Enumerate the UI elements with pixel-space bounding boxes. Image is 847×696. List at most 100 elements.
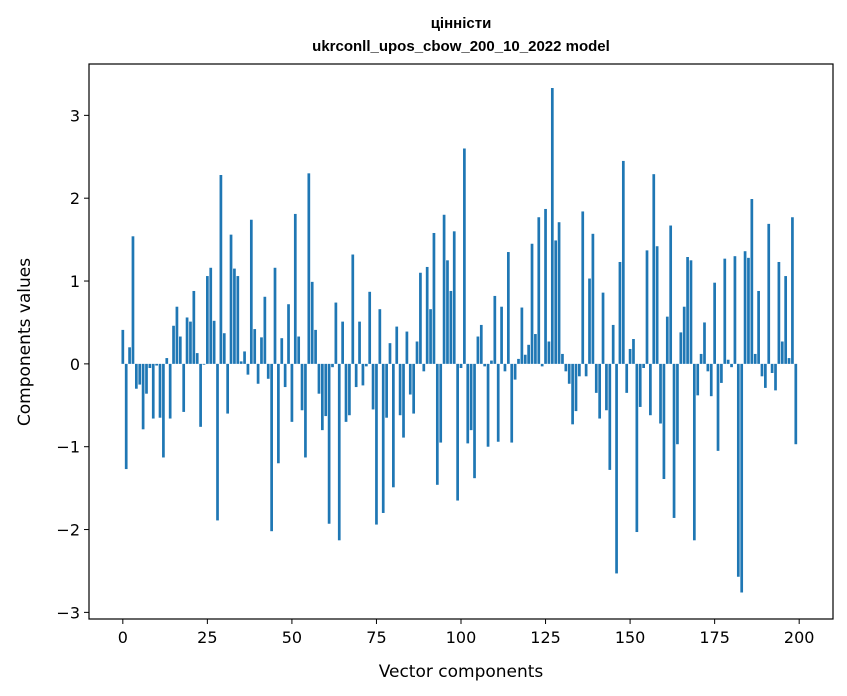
bar	[449, 290, 453, 364]
bar	[611, 324, 615, 364]
bar	[777, 261, 781, 364]
bar	[709, 363, 713, 397]
bar	[750, 199, 754, 364]
bar	[280, 338, 284, 364]
bar	[605, 363, 608, 411]
bar	[354, 363, 358, 388]
bar	[520, 307, 524, 364]
bar	[679, 332, 683, 364]
bar	[239, 361, 243, 364]
bar	[720, 363, 723, 383]
bar	[493, 295, 497, 364]
bar	[277, 363, 280, 464]
bar	[189, 321, 192, 364]
bar	[676, 363, 679, 445]
bar	[148, 363, 152, 369]
bar	[310, 281, 314, 364]
bar	[408, 363, 412, 395]
bar	[297, 336, 301, 364]
bar	[669, 225, 673, 364]
bar	[527, 344, 530, 364]
bar	[351, 254, 355, 364]
bar	[219, 175, 223, 364]
bar	[395, 326, 399, 364]
bar	[753, 353, 757, 364]
bar	[222, 333, 226, 364]
bar	[212, 320, 216, 364]
bar	[134, 363, 138, 389]
bar	[348, 363, 351, 416]
bar	[378, 309, 382, 364]
bar	[206, 276, 209, 364]
bar	[337, 363, 341, 541]
bar	[439, 363, 443, 443]
bar	[141, 363, 145, 430]
bar	[743, 251, 747, 364]
bar	[506, 252, 510, 364]
bar	[632, 339, 635, 364]
bar	[209, 267, 213, 364]
y-axis-label: Components values	[15, 258, 35, 426]
bar	[331, 363, 334, 368]
bar	[672, 363, 676, 518]
bar	[165, 358, 169, 364]
bar	[185, 317, 189, 364]
bar	[699, 353, 703, 364]
bar	[145, 363, 148, 394]
bar	[706, 363, 710, 372]
x-tick-label: 125	[530, 628, 561, 647]
bar	[429, 309, 432, 364]
bar	[689, 260, 693, 364]
bar	[703, 322, 706, 364]
bar	[327, 363, 331, 524]
bar	[368, 291, 372, 364]
bar	[638, 363, 642, 407]
bar	[344, 363, 348, 422]
bar	[652, 174, 656, 364]
bar	[578, 363, 581, 377]
bar	[419, 272, 422, 364]
bar	[534, 334, 537, 364]
bar	[730, 363, 733, 368]
y-tick-label: −3	[56, 603, 80, 622]
bar	[682, 306, 686, 364]
bar	[290, 363, 294, 422]
bar	[615, 363, 618, 574]
x-tick-label: 50	[282, 628, 302, 647]
bar	[155, 363, 158, 366]
bar	[588, 278, 591, 364]
bar	[456, 363, 459, 501]
bar	[523, 354, 527, 364]
bar	[561, 353, 564, 364]
bar	[547, 341, 551, 364]
bar	[446, 260, 449, 364]
bar	[692, 363, 696, 541]
bar	[584, 363, 588, 377]
bar	[760, 363, 764, 377]
bar	[476, 336, 480, 364]
chart-title: цінністи	[431, 15, 492, 32]
bar	[375, 363, 378, 525]
bar	[608, 363, 612, 470]
bar	[293, 213, 297, 364]
bar	[537, 217, 541, 364]
bar	[649, 363, 652, 416]
bar	[253, 329, 257, 364]
bar	[334, 302, 338, 364]
bar	[554, 240, 558, 364]
bar	[273, 267, 277, 364]
bar	[767, 223, 771, 364]
chart-subtitle: ukrconll_upos_cbow_200_10_2022 model	[312, 38, 610, 55]
bar	[138, 363, 142, 385]
bar	[662, 363, 666, 480]
bar	[358, 321, 361, 364]
bar	[202, 363, 206, 365]
bar	[226, 363, 230, 414]
bar	[463, 148, 466, 364]
bar	[435, 363, 439, 485]
bar	[490, 360, 493, 364]
y-tick-label: 2	[70, 189, 80, 208]
bar	[696, 363, 700, 396]
bar	[635, 363, 639, 533]
